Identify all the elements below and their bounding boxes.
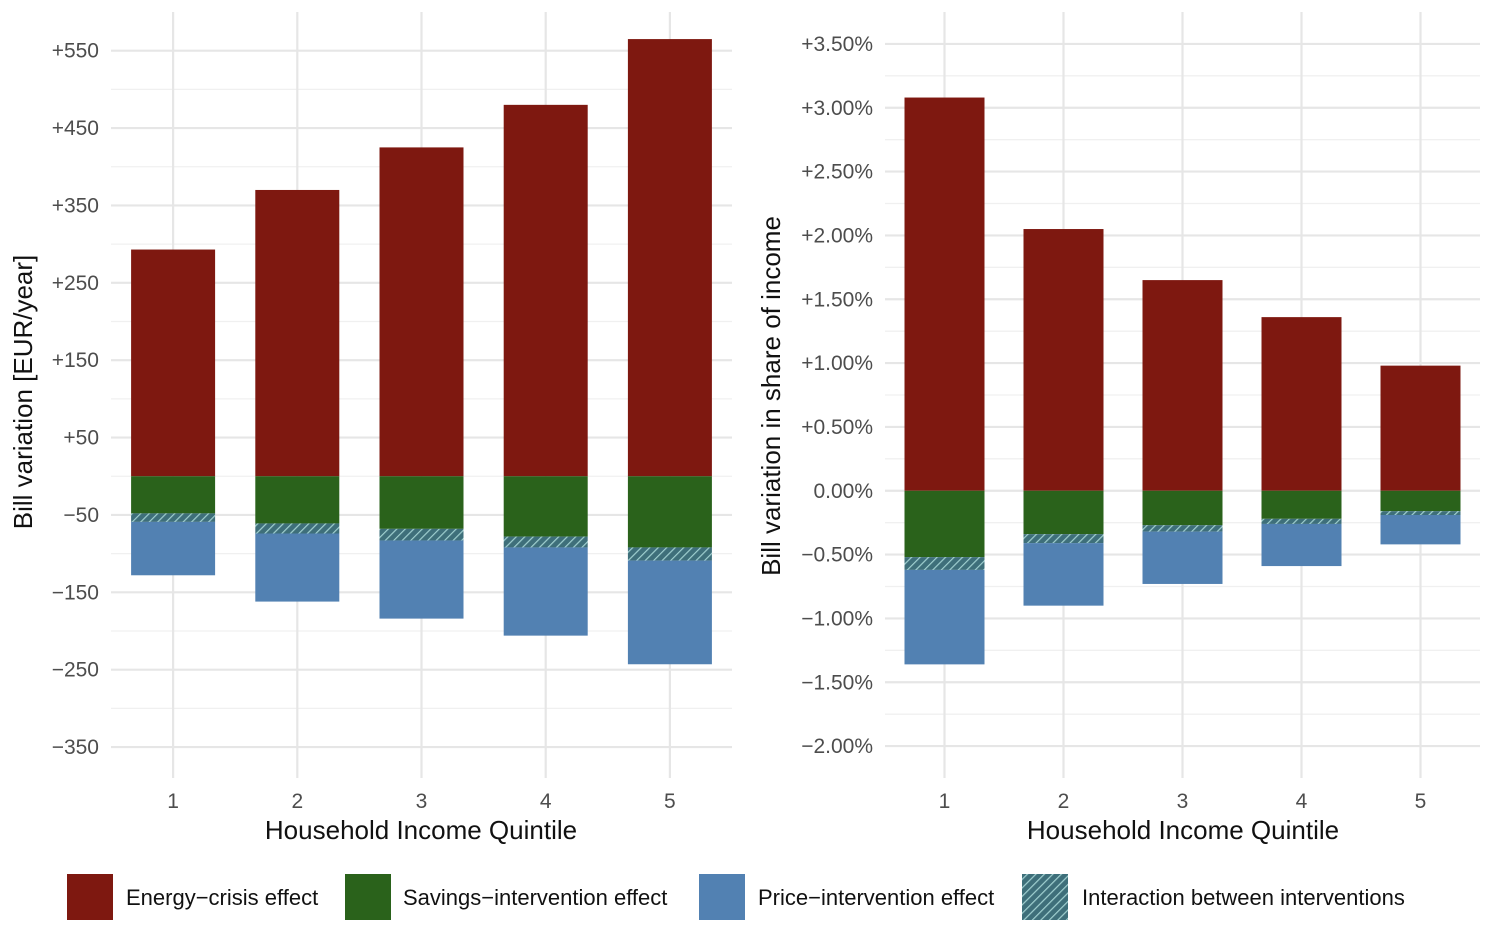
legend-label-price: Price−intervention effect [758, 885, 994, 910]
bar-energy-crisis-q4 [1261, 317, 1342, 491]
y-tick-label: −350 [52, 736, 99, 759]
y-tick-label: 0.00% [813, 480, 873, 503]
x-tick-label: 2 [291, 790, 303, 813]
bar-energy-crisis-q5 [1380, 365, 1461, 491]
bar-price-q5 [627, 560, 712, 665]
y-tick-label: +1.00% [801, 352, 873, 375]
y-axis-title: Bill variation in share of income [756, 216, 786, 576]
bar-interaction-q4 [1261, 518, 1342, 524]
bar-savings-q3 [1142, 490, 1223, 526]
bar-savings-q5 [627, 476, 712, 548]
bar-price-q3 [379, 540, 464, 619]
y-tick-label: +0.50% [801, 416, 873, 439]
y-tick-label: +3.00% [801, 97, 873, 120]
x-tick-labels: 1 2 3 4 5 [939, 790, 1427, 813]
bar-interaction-q2 [255, 523, 340, 534]
y-tick-label: −50 [63, 504, 99, 527]
x-tick-label: 4 [1296, 790, 1308, 813]
x-tick-labels: 1 2 3 4 5 [167, 790, 675, 813]
bar-price-q1 [131, 521, 216, 576]
y-tick-label: +50 [63, 427, 99, 450]
x-tick-label: 3 [416, 790, 428, 813]
bar-price-q2 [1023, 543, 1104, 606]
bar-interaction-q4 [503, 536, 588, 548]
legend: Energy−crisis effect Savings−interventio… [67, 874, 1405, 920]
y-tick-label: +2.00% [801, 224, 873, 247]
y-tick-label: −250 [52, 659, 99, 682]
x-tick-label: 1 [939, 790, 951, 813]
bar-energy-crisis-q2 [255, 189, 340, 477]
x-tick-label: 5 [664, 790, 676, 813]
bar-savings-q2 [1023, 490, 1104, 535]
x-tick-label: 5 [1415, 790, 1427, 813]
bar-energy-crisis-q1 [131, 249, 216, 477]
legend-label-interaction: Interaction between interventions [1082, 885, 1405, 910]
bars [904, 97, 1461, 665]
y-tick-labels: −350 −250 −150 −50 +50 +150 +250 +350 +450 +550 [52, 40, 99, 759]
x-tick-label: 1 [167, 790, 179, 813]
bar-interaction-q3 [379, 528, 464, 541]
bar-energy-crisis-q4 [503, 104, 588, 477]
bar-price-q5 [1380, 515, 1461, 545]
bar-interaction-q3 [1142, 525, 1223, 532]
x-axis-title: Household Income Quintile [1027, 815, 1339, 845]
legend-swatch-price [699, 874, 745, 920]
y-tick-label: +150 [52, 349, 99, 372]
y-tick-label: +250 [52, 272, 99, 295]
x-tick-label: 4 [540, 790, 552, 813]
legend-swatch-interaction [1022, 874, 1068, 920]
y-tick-label: +1.50% [801, 288, 873, 311]
bar-energy-crisis-q3 [1142, 280, 1223, 491]
bar-savings-q5 [1380, 490, 1461, 512]
y-tick-label: −2.00% [801, 735, 873, 758]
y-tick-label: +350 [52, 194, 99, 217]
x-tick-label: 3 [1177, 790, 1189, 813]
bar-energy-crisis-q5 [627, 39, 712, 477]
legend-swatch-savings [345, 874, 391, 920]
y-tick-label: +450 [52, 117, 99, 140]
bar-energy-crisis-q3 [379, 147, 464, 477]
bar-energy-crisis-q1 [904, 97, 985, 491]
legend-swatch-energy-crisis [67, 874, 113, 920]
bar-price-q4 [1261, 523, 1342, 567]
bar-savings-q2 [255, 476, 340, 524]
y-tick-label: −0.50% [801, 544, 873, 567]
y-tick-label: −1.00% [801, 607, 873, 630]
bar-savings-q3 [379, 476, 464, 529]
panel-bill-eur: −350 −250 −150 −50 +50 +150 +250 +350 +450 +550 1… [8, 12, 732, 845]
y-axis-title: Bill variation [EUR/year] [8, 255, 38, 530]
bar-savings-q4 [1261, 490, 1342, 519]
bar-interaction-q2 [1023, 534, 1104, 544]
bar-interaction-q5 [1380, 511, 1461, 516]
y-tick-label: +3.50% [801, 33, 873, 56]
bar-price-q2 [255, 533, 340, 602]
bar-savings-q4 [503, 476, 588, 537]
bar-interaction-q1 [904, 557, 985, 570]
panel-bill-share: −2.00% −1.50% −1.00% −0.50% 0.00% +0.50% +1.00… [756, 12, 1480, 845]
x-axis-title: Household Income Quintile [265, 815, 577, 845]
y-tick-label: −1.50% [801, 671, 873, 694]
bar-savings-q1 [904, 490, 985, 558]
legend-label-energy-crisis: Energy−crisis effect [126, 885, 318, 910]
bar-interaction-q1 [131, 513, 216, 522]
bar-price-q1 [904, 569, 985, 665]
y-tick-label: +550 [52, 40, 99, 63]
bars [131, 39, 712, 665]
y-tick-label: +2.50% [801, 161, 873, 184]
x-tick-label: 2 [1058, 790, 1070, 813]
bar-savings-q1 [131, 476, 216, 514]
y-tick-label: −150 [52, 581, 99, 604]
bar-energy-crisis-q2 [1023, 229, 1104, 491]
bar-price-q3 [1142, 531, 1223, 584]
y-tick-labels: −2.00% −1.50% −1.00% −0.50% 0.00% +0.50% +1.00… [801, 33, 873, 758]
bar-price-q4 [503, 547, 588, 636]
bar-interaction-q5 [627, 547, 712, 561]
legend-label-savings: Savings−intervention effect [403, 885, 667, 910]
